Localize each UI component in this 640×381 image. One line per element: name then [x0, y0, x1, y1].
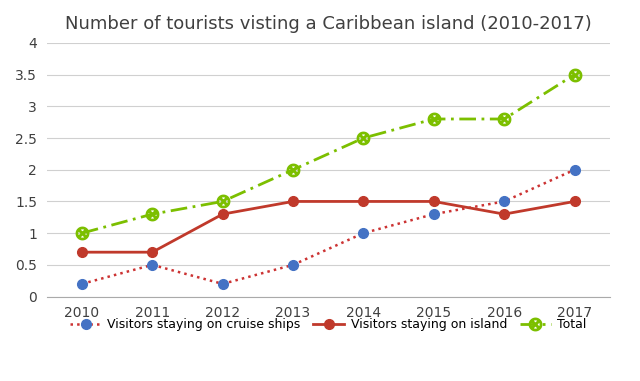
Legend: Visitors staying on cruise ships, Visitors staying on island, Total: Visitors staying on cruise ships, Visito…: [65, 313, 591, 336]
Title: Number of tourists visting a Caribbean island (2010-2017): Number of tourists visting a Caribbean i…: [65, 15, 591, 33]
